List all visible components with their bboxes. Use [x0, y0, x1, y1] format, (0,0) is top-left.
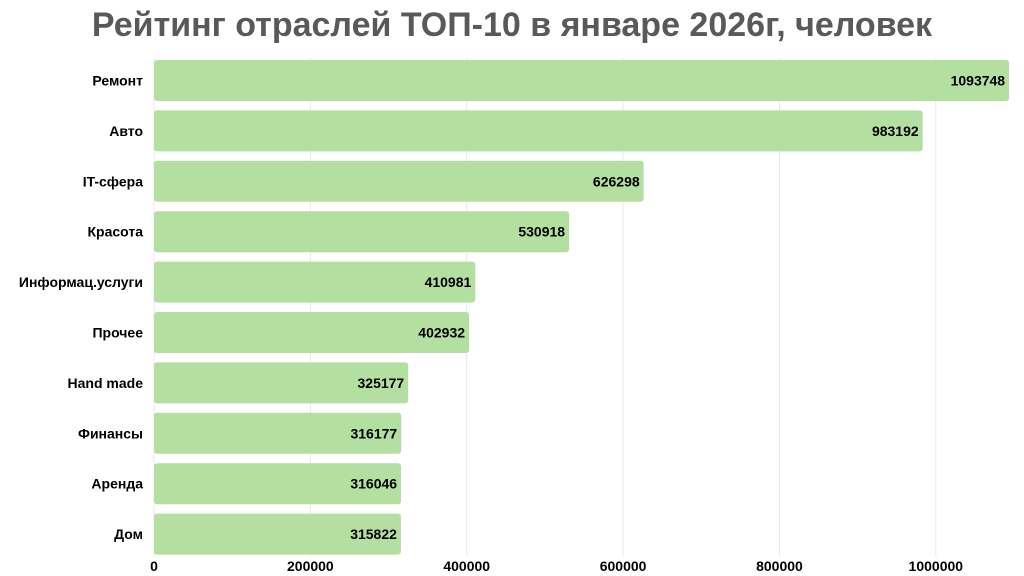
value-label: 1093748 — [951, 73, 1006, 89]
bar — [154, 362, 409, 404]
category-label: Авто — [109, 123, 143, 139]
value-label: 626298 — [593, 173, 640, 189]
x-tick-label: 0 — [150, 558, 158, 574]
bar — [154, 160, 644, 202]
x-tick-label: 800000 — [756, 558, 803, 574]
category-label: Информац.услуги — [19, 274, 143, 290]
value-label: 325177 — [358, 375, 405, 391]
bar — [154, 110, 923, 152]
x-tick-label: 600000 — [600, 558, 647, 574]
category-label: Прочее — [92, 325, 143, 341]
bars — [154, 60, 1010, 555]
value-label: 316177 — [350, 425, 397, 441]
category-label: Дом — [114, 526, 143, 542]
value-label: 402932 — [418, 325, 465, 341]
x-tick-label: 1000000 — [909, 558, 964, 574]
value-labels: 1093748 983192 626298 530918 410981 402932 325… — [350, 73, 1005, 543]
value-label: 410981 — [425, 274, 472, 290]
value-label: 316046 — [350, 476, 397, 492]
category-label: Hand made — [68, 375, 144, 391]
category-label: Аренда — [91, 476, 143, 492]
value-label: 315822 — [350, 526, 397, 542]
value-label: 530918 — [518, 224, 565, 240]
bar — [154, 60, 1010, 101]
category-labels: Ремонт Авто IT-сфера Красота Информац.услуги… — [19, 73, 143, 543]
bar — [154, 412, 402, 454]
bar — [154, 463, 402, 505]
x-tick-label: 400000 — [443, 558, 490, 574]
category-label: Ремонт — [92, 73, 143, 89]
category-label: Финансы — [78, 425, 143, 441]
bar — [154, 312, 470, 353]
value-label: 983192 — [872, 123, 919, 139]
category-label: IT-сфера — [83, 173, 144, 189]
x-tick-labels: 0 200000 400000 600000 800000 1000000 — [150, 558, 963, 574]
chart-title: Рейтинг отраслей ТОП-10 в январе 2026г, … — [91, 6, 933, 44]
category-label: Красота — [87, 224, 143, 240]
bar — [154, 513, 401, 555]
bar — [154, 261, 476, 303]
bar — [154, 211, 570, 253]
x-tick-label: 200000 — [287, 558, 334, 574]
